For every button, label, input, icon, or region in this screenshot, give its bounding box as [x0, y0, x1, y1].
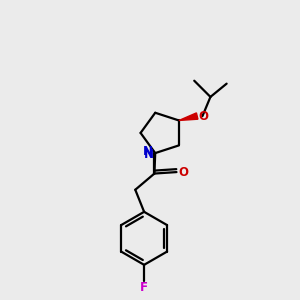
Text: F: F: [140, 281, 148, 294]
Text: N: N: [143, 145, 153, 158]
Text: O: O: [198, 110, 208, 122]
Text: N: N: [144, 148, 154, 161]
Polygon shape: [179, 113, 198, 121]
Text: O: O: [178, 166, 188, 178]
